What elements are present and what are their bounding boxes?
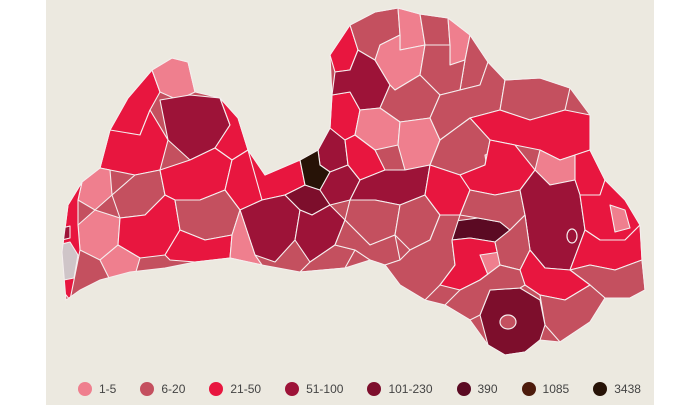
legend-swatch (456, 382, 471, 396)
legend-swatch (521, 382, 536, 396)
legend-label: 3438 (614, 382, 641, 396)
legend-item: 101-230 (367, 382, 433, 396)
region[interactable] (444, 264, 526, 321)
legend-label: 6-20 (161, 382, 186, 396)
latvia-choropleth-map (61, 7, 646, 356)
country-outline (61, 7, 646, 356)
legend-label: 101-230 (388, 382, 433, 396)
legend-item: 51-100 (285, 382, 343, 396)
legend-swatch (209, 382, 224, 396)
region[interactable] (299, 244, 356, 273)
legend: 1-5 6-20 21-50 51-100 101-230 390 1085 3438 (78, 380, 665, 398)
map-panel (46, 0, 654, 405)
legend-item: 390 (456, 382, 498, 396)
legend-swatch (285, 382, 300, 396)
city-daugavpils[interactable] (499, 314, 517, 330)
legend-label: 21-50 (230, 382, 262, 396)
region[interactable] (574, 149, 606, 196)
region[interactable] (419, 13, 451, 46)
legend-label: 1-5 (99, 382, 117, 396)
region[interactable] (62, 225, 71, 241)
legend-label: 51-100 (306, 382, 344, 396)
region[interactable] (229, 209, 263, 266)
municipality-regions (62, 8, 645, 355)
region[interactable] (107, 95, 121, 111)
city-rezekne[interactable] (566, 228, 578, 244)
legend-item: 6-20 (140, 382, 185, 396)
legend-label: 1085 (542, 382, 570, 396)
legend-item: 1-5 (78, 382, 116, 396)
legend-item: 3438 (593, 382, 641, 396)
legend-swatch (367, 382, 382, 396)
legend-swatch (593, 382, 608, 396)
region[interactable] (609, 204, 631, 233)
legend-label: 390 (477, 382, 498, 396)
legend-item: 21-50 (209, 382, 261, 396)
legend-item: 1085 (521, 382, 570, 396)
legend-swatch (78, 382, 92, 396)
region[interactable] (99, 244, 141, 281)
legend-swatch (140, 382, 155, 396)
